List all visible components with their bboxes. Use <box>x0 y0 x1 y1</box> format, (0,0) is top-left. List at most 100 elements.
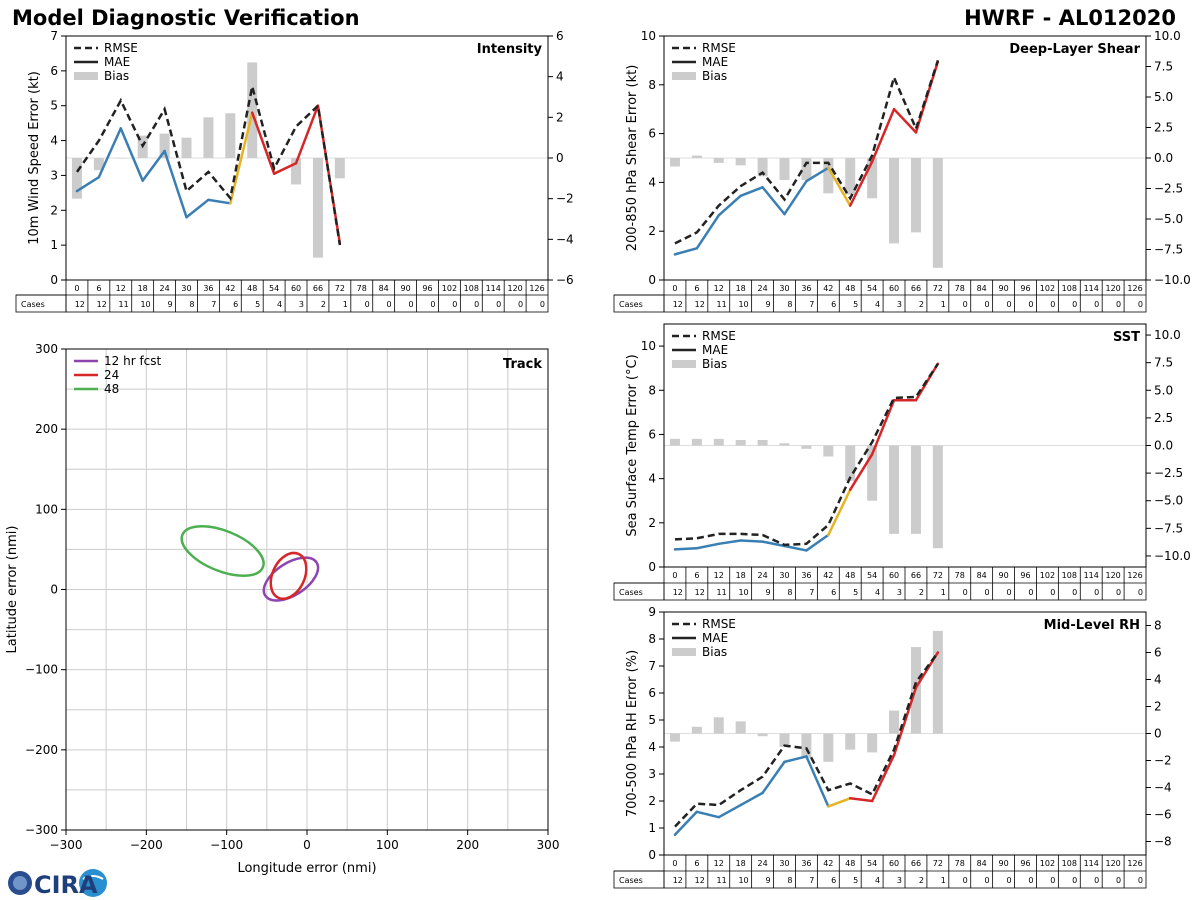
cases-label-cell <box>613 582 665 601</box>
forecast-hour-label: 114 <box>1084 859 1099 868</box>
legend-rmse-label: RMSE <box>702 329 736 343</box>
forecast-hour-label: 12 <box>714 571 724 580</box>
bias-bar <box>910 158 921 233</box>
forecast-hour-label: 30 <box>779 571 789 580</box>
y-tick-label: 200 <box>35 422 58 436</box>
legend-mae-label: MAE <box>702 631 728 645</box>
mae-segment <box>805 755 830 808</box>
y2-tick-label: −2 <box>556 192 574 206</box>
case-count: 0 <box>430 300 435 309</box>
bias-bar <box>801 158 812 180</box>
panel-shear: 0246810−10.0−7.5−5.0−2.50.02.55.07.510.0… <box>613 29 1191 313</box>
panel-sst: 0246810−10.0−7.5−5.0−2.50.02.55.07.510.0… <box>613 323 1191 601</box>
cira-logo-text: CIRA <box>34 871 98 899</box>
forecast-hour-label: 42 <box>823 571 833 580</box>
bias-bar <box>845 158 856 195</box>
y-tick-label: 3 <box>50 168 58 182</box>
bias-bar <box>735 439 746 446</box>
case-count: 6 <box>831 300 836 309</box>
forecast-hour-label: 126 <box>1127 859 1142 868</box>
case-count: 9 <box>765 876 770 885</box>
mae-segment <box>250 111 276 175</box>
case-count: 6 <box>831 588 836 597</box>
mae-segment <box>185 198 210 219</box>
case-count: 12 <box>673 876 683 885</box>
bias-bar <box>713 158 724 163</box>
forecast-hour-label: 90 <box>400 284 410 293</box>
case-count: 2 <box>919 876 924 885</box>
forecast-hour-label: 126 <box>529 284 544 293</box>
x-tick-label: −300 <box>50 838 83 852</box>
mae-segment <box>163 149 188 219</box>
bias-bar <box>203 117 214 158</box>
y-tick-label: 5 <box>50 99 58 113</box>
error-ellipse <box>180 525 265 577</box>
y-tick-label: 10 <box>641 339 656 353</box>
x-axis-label: Longitude error (nmi) <box>237 861 376 876</box>
legend-label: 12 hr fcst <box>104 354 162 368</box>
case-count: 0 <box>1050 300 1055 309</box>
case-count: 12 <box>695 588 705 597</box>
bias-bar <box>823 158 834 194</box>
forecast-hour-label: 78 <box>955 859 965 868</box>
forecast-hour-label: 120 <box>1105 284 1120 293</box>
case-count: 0 <box>1006 300 1011 309</box>
cira-logo: CIRA <box>8 869 107 899</box>
forecast-hour-label: 18 <box>736 859 746 868</box>
case-count: 0 <box>1094 876 1099 885</box>
y-tick-label: 6 <box>648 686 656 700</box>
y-tick-label: 7 <box>50 29 58 43</box>
bias-bar <box>910 445 921 534</box>
x-tick-label: 200 <box>456 838 479 852</box>
forecast-hour-label: 0 <box>74 284 79 293</box>
y-tick-label: 8 <box>648 78 656 92</box>
case-count: 10 <box>738 300 748 309</box>
legend-bias-swatch <box>74 72 98 80</box>
forecast-hour-label: 84 <box>977 571 987 580</box>
forecast-hour-label: 42 <box>823 859 833 868</box>
cases-label-cell <box>15 294 67 313</box>
forecast-hour-label: 78 <box>955 284 965 293</box>
case-count: 0 <box>387 300 392 309</box>
forecast-hour-label: 114 <box>1084 284 1099 293</box>
mae-segment <box>761 540 786 548</box>
satellite-badge-icon <box>79 869 107 897</box>
y-tick-label: −100 <box>25 663 58 677</box>
case-count: 0 <box>1072 300 1077 309</box>
forecast-hour-label: 6 <box>694 571 699 580</box>
forecast-hour-label: 108 <box>1062 859 1077 868</box>
rmse-line <box>674 60 940 245</box>
y2-tick-label: −2 <box>1154 754 1172 768</box>
bias-bar <box>757 439 768 446</box>
bias-bar <box>867 445 878 501</box>
y-axis-label: Latitude error (nmi) <box>5 526 20 654</box>
case-count: 0 <box>985 300 990 309</box>
x-tick-label: 100 <box>376 838 399 852</box>
y2-tick-label: 10.0 <box>1154 328 1181 342</box>
mae-segment <box>783 755 808 764</box>
bias-bar <box>932 630 943 734</box>
y-tick-label: 2 <box>648 794 656 808</box>
y-tick-label: 5 <box>648 713 656 727</box>
case-count: 10 <box>738 876 748 885</box>
legend-bias-swatch <box>672 360 696 368</box>
legend-bias-label: Bias <box>702 69 727 83</box>
bias-bar <box>735 721 746 734</box>
case-count: 12 <box>75 300 85 309</box>
y2-tick-label: −4 <box>556 232 574 246</box>
cases-label: Cases <box>619 300 643 309</box>
case-count: 7 <box>211 300 216 309</box>
bias-bar <box>757 733 768 737</box>
forecast-hour-label: 30 <box>779 284 789 293</box>
case-count: 8 <box>787 876 792 885</box>
forecast-hour-label: 66 <box>911 284 921 293</box>
forecast-hour-label: 84 <box>977 284 987 293</box>
forecast-hour-label: 72 <box>933 571 943 580</box>
bias-bar <box>71 158 82 199</box>
mae-segment <box>739 539 764 543</box>
mae-segment <box>827 166 852 207</box>
case-count: 0 <box>1138 588 1143 597</box>
forecast-hour-label: 60 <box>889 859 899 868</box>
